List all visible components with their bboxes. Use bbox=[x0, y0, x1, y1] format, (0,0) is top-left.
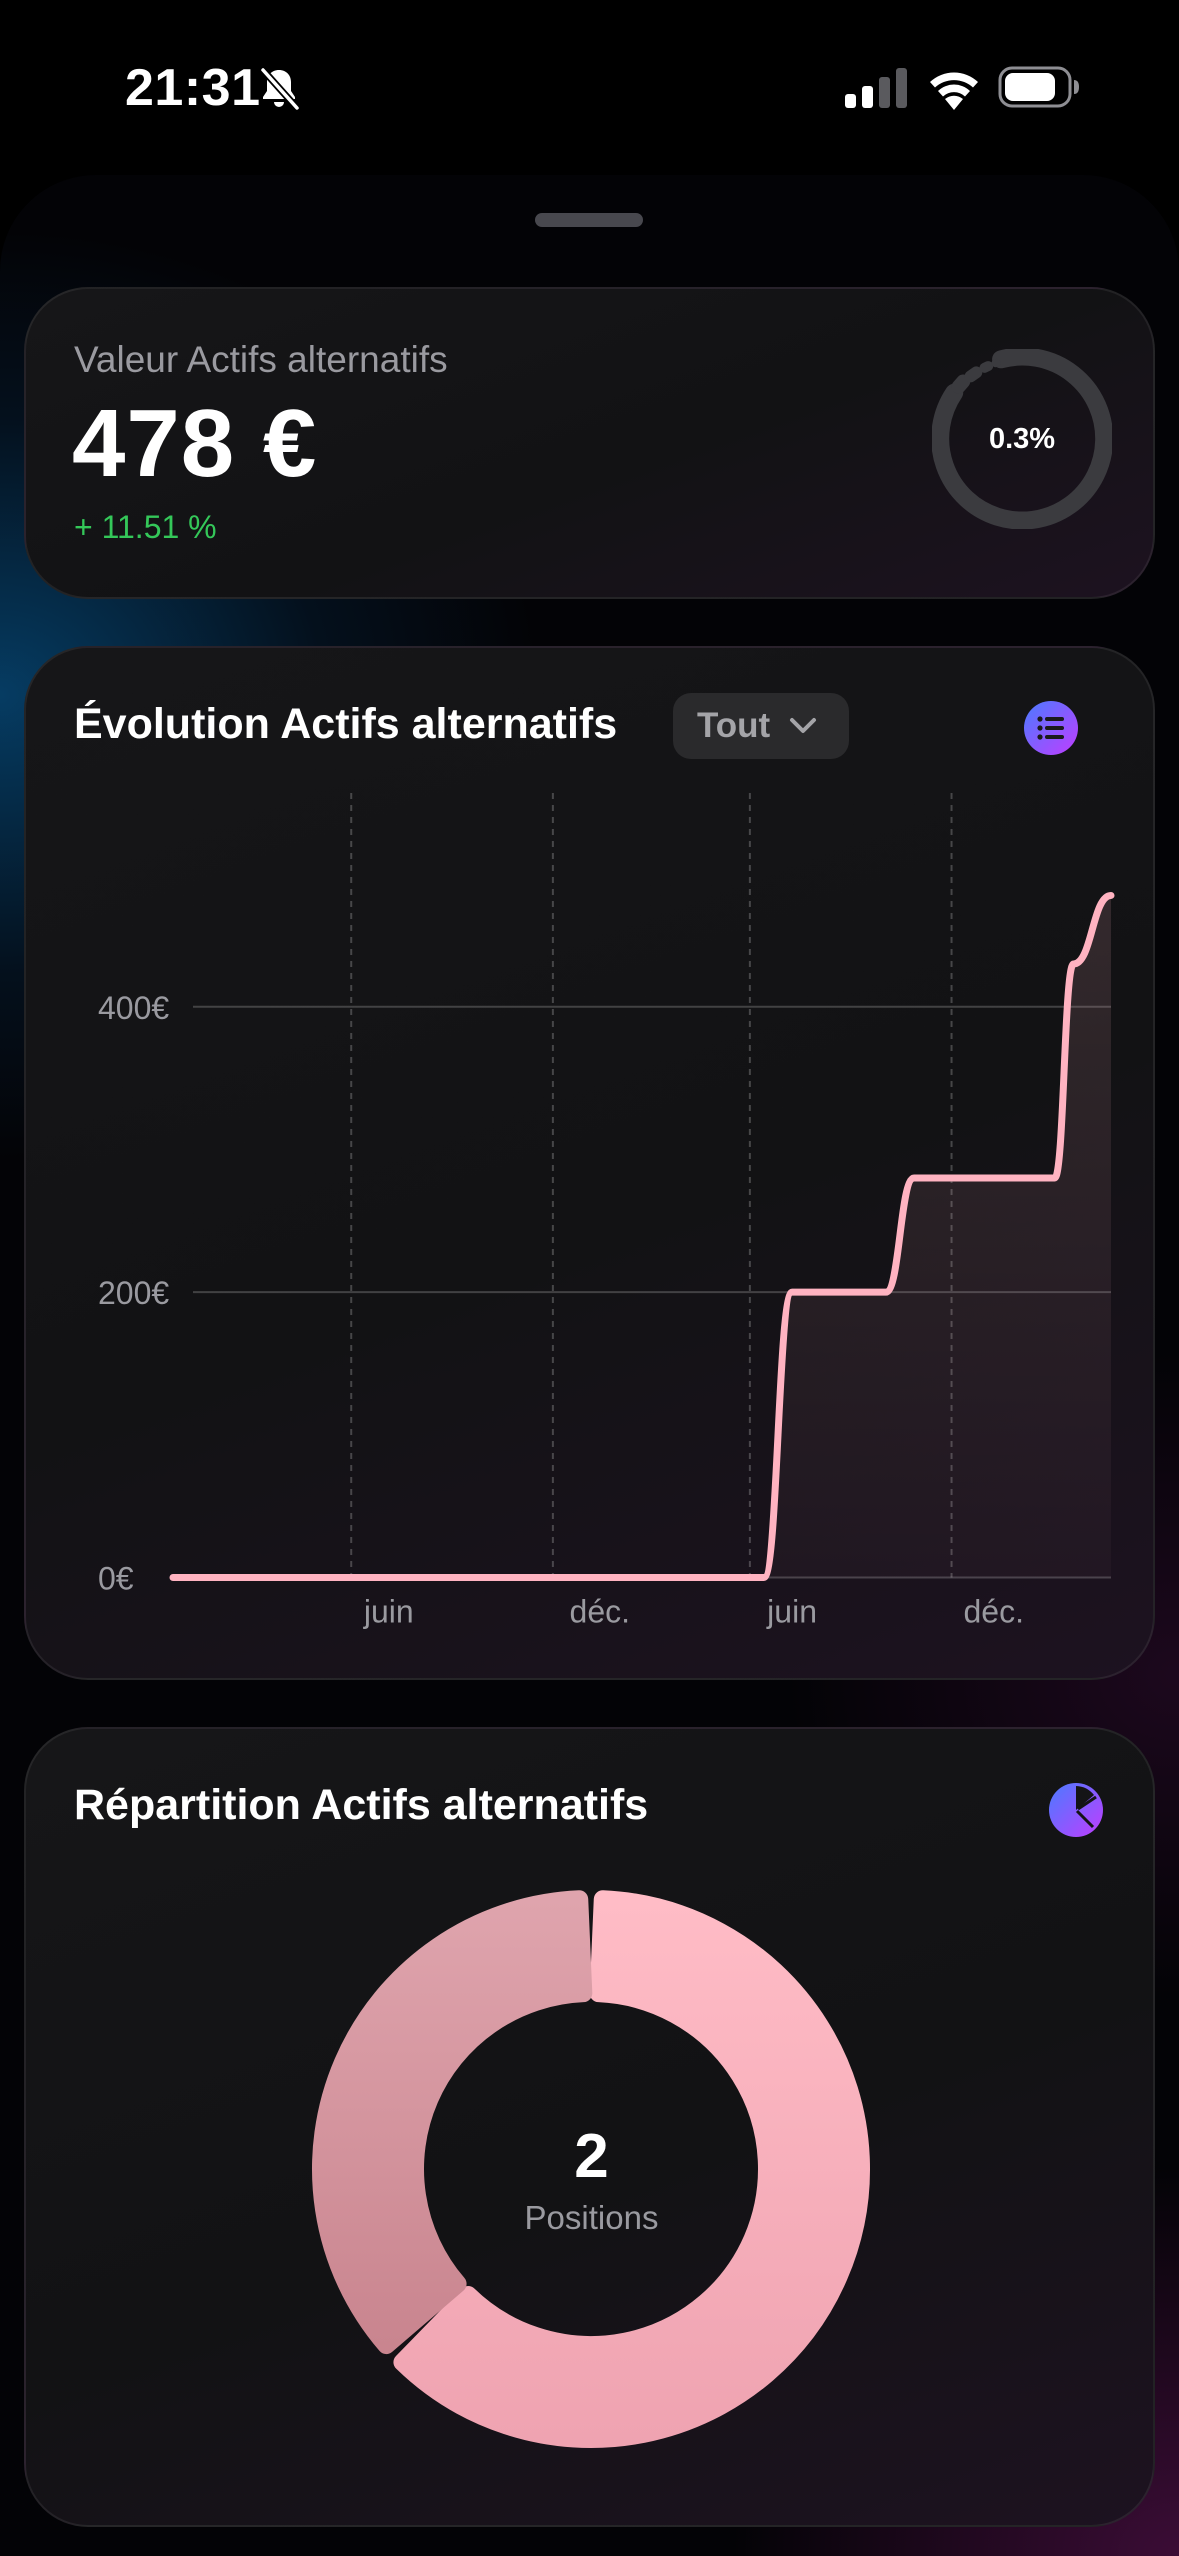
period-filter-label: Tout bbox=[697, 706, 771, 745]
allocation-ring: 0.3% bbox=[931, 347, 1114, 530]
donut-slice[interactable] bbox=[393, 1890, 870, 2448]
y-tick-label: 0€ bbox=[98, 1561, 134, 1597]
status-time: 21:31 bbox=[125, 59, 261, 117]
repartition-title: Répartition Actifs alternatifs bbox=[74, 1781, 649, 1829]
value-change: + 11.51 % bbox=[74, 509, 217, 545]
positions-count: 2 bbox=[574, 2122, 609, 2191]
allocation-ring-graphic bbox=[931, 347, 1114, 530]
value-title: Valeur Actifs alternatifs bbox=[74, 339, 448, 380]
value-card[interactable]: Valeur Actifs alternatifs 478 € + 11.51 … bbox=[24, 287, 1155, 599]
x-tick-label: déc. bbox=[964, 1594, 1024, 1630]
x-tick-label: juin bbox=[363, 1594, 414, 1630]
sheet-grabber[interactable] bbox=[535, 213, 643, 227]
evolution-line-chart[interactable]: 0€ 200€ 400€ juin déc. juin déc. bbox=[26, 648, 1157, 1682]
bell-slash-icon bbox=[260, 67, 300, 111]
donut-slice[interactable] bbox=[312, 1890, 593, 2355]
period-filter-button[interactable]: Tout bbox=[673, 693, 849, 759]
repartition-card: Répartition Actifs alternatifs 2 Positio… bbox=[24, 1727, 1155, 2527]
chevron-down-icon bbox=[790, 718, 817, 733]
evolution-title: Évolution Actifs alternatifs bbox=[74, 700, 618, 748]
y-tick-label: 200€ bbox=[98, 1275, 169, 1311]
battery-icon bbox=[998, 66, 1079, 108]
y-tick-label: 400€ bbox=[98, 990, 169, 1026]
pie-chart-icon[interactable] bbox=[1047, 1781, 1105, 1839]
x-tick-label: juin bbox=[766, 1594, 817, 1630]
evolution-card: 0€ 200€ 400€ juin déc. juin déc. Évolution Act… bbox=[24, 646, 1155, 1680]
wifi-icon bbox=[930, 72, 978, 110]
list-icon[interactable] bbox=[1023, 700, 1079, 756]
bottom-sheet: Valeur Actifs alternatifs 478 € + 11.51 … bbox=[0, 175, 1179, 2556]
signal-icon bbox=[845, 68, 907, 108]
series-area bbox=[173, 895, 1111, 1578]
ring-percent-label: 0.3% bbox=[988, 422, 1056, 455]
positions-caption: Positions bbox=[524, 2199, 659, 2236]
series-line bbox=[169, 891, 1115, 1582]
repartition-donut-chart[interactable] bbox=[26, 1729, 1157, 2529]
status-bar: 21:31 bbox=[0, 0, 1179, 175]
x-tick-label: déc. bbox=[570, 1594, 630, 1630]
value-amount: 478 € bbox=[72, 390, 318, 497]
